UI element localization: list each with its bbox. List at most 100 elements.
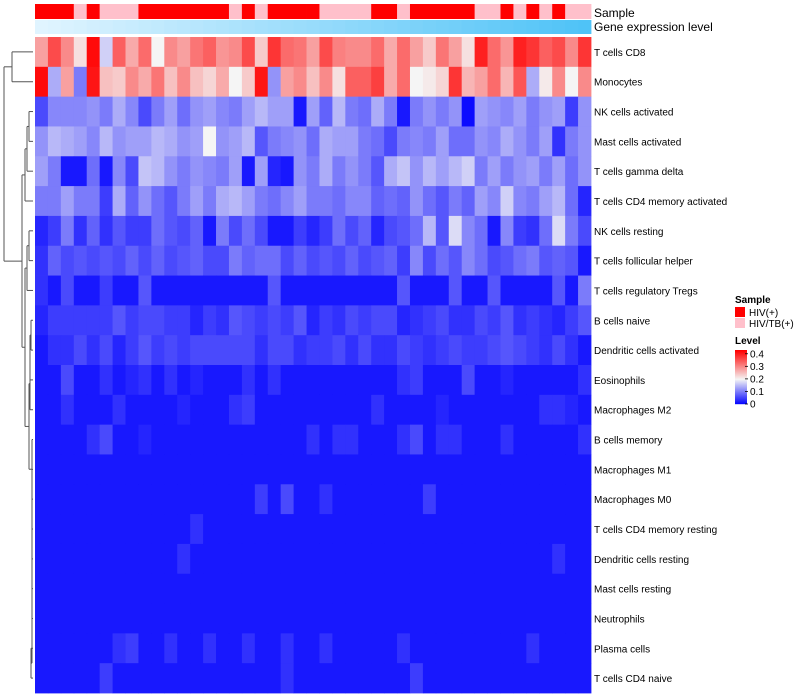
- expression-cell: [60, 20, 75, 34]
- heatmap-cell: [384, 66, 398, 98]
- heatmap-cell: [565, 66, 579, 98]
- heatmap-cell: [125, 633, 139, 664]
- heatmap-cell: [461, 514, 476, 545]
- heatmap-cell: [60, 663, 75, 694]
- heatmap-cell: [319, 514, 333, 545]
- heatmap-cell: [461, 126, 476, 157]
- heatmap-cell: [267, 186, 282, 217]
- heatmap-cell: [526, 126, 540, 157]
- heatmap-cell: [358, 663, 372, 694]
- heatmap-cell: [112, 573, 126, 604]
- heatmap-cell: [474, 543, 488, 575]
- heatmap-cell: [177, 663, 191, 694]
- heatmap-cell: [99, 424, 113, 455]
- sample-cell: [241, 4, 256, 19]
- heatmap-cell: [461, 484, 476, 515]
- heatmap-cell: [216, 156, 230, 187]
- heatmap-cell: [267, 394, 282, 426]
- heatmap-cell: [151, 245, 165, 276]
- heatmap-cell: [125, 186, 139, 217]
- heatmap-cell: [35, 454, 49, 485]
- heatmap-cell: [177, 454, 191, 485]
- colorbar-step: [735, 401, 747, 403]
- heatmap-cell: [241, 156, 256, 187]
- heatmap-cell: [319, 37, 333, 68]
- expression-cell: [319, 20, 333, 34]
- heatmap-cell: [177, 514, 191, 545]
- heatmap-cell: [73, 454, 88, 485]
- heatmap-cell: [306, 305, 320, 336]
- colorbar-step: [735, 377, 747, 379]
- row-label: T cells regulatory Tregs: [594, 286, 698, 297]
- heatmap-cell: [435, 424, 450, 455]
- heatmap-cell: [138, 245, 152, 276]
- heatmap-cell: [60, 633, 75, 664]
- heatmap-cell: [203, 96, 217, 127]
- heatmap-cell: [177, 66, 191, 98]
- heatmap-cell: [35, 37, 49, 68]
- heatmap-cell: [358, 126, 372, 157]
- sample-cell: [138, 4, 152, 19]
- heatmap-cell: [513, 66, 527, 98]
- heatmap-cell: [35, 573, 49, 604]
- heatmap-cell: [177, 543, 191, 575]
- colorbar-step: [735, 402, 747, 404]
- heatmap-cell: [319, 663, 333, 694]
- heatmap-cell: [332, 543, 346, 575]
- heatmap-cell: [409, 275, 424, 306]
- colorbar-step: [735, 357, 747, 359]
- heatmap-cell: [203, 126, 217, 157]
- sample-cell: [86, 4, 101, 19]
- heatmap-cell: [267, 543, 282, 575]
- heatmap-cell: [526, 394, 540, 426]
- heatmap-cell: [35, 663, 49, 694]
- expression-cell: [267, 20, 282, 34]
- heatmap-cell: [513, 37, 527, 68]
- heatmap-cell: [319, 305, 333, 336]
- heatmap-cell: [306, 663, 320, 694]
- heatmap-cell: [500, 215, 514, 247]
- heatmap-cell: [409, 573, 424, 604]
- expression-cell: [138, 20, 152, 34]
- colorbar-tick-label: 0.2: [750, 374, 764, 385]
- heatmap-cell: [448, 156, 463, 187]
- heatmap-cell: [552, 454, 566, 485]
- heatmap-cell: [565, 365, 579, 396]
- heatmap-cell: [552, 424, 566, 455]
- heatmap-cell: [435, 37, 450, 68]
- heatmap-cell: [35, 335, 49, 366]
- heatmap-cell: [332, 215, 346, 247]
- heatmap-cell: [151, 424, 165, 455]
- expression-cell: [112, 20, 126, 34]
- heatmap-cell: [539, 305, 553, 336]
- expression-cell: [164, 20, 178, 34]
- heatmap-cell: [539, 663, 553, 694]
- sample-cell: [435, 4, 450, 19]
- heatmap-cell: [138, 215, 152, 247]
- heatmap-cell: [241, 66, 256, 98]
- heatmap-cell: [47, 514, 62, 545]
- heatmap-cell: [216, 66, 230, 98]
- heatmap-cell: [332, 424, 346, 455]
- sample-cell: [293, 4, 307, 19]
- heatmap-cell: [241, 126, 256, 157]
- heatmap-cell: [73, 186, 88, 217]
- heatmap-cell: [99, 37, 113, 68]
- heatmap-cell: [526, 335, 540, 366]
- heatmap-cell: [345, 424, 359, 455]
- heatmap-cell: [552, 96, 566, 127]
- heatmap-cell: [539, 543, 553, 575]
- heatmap-cell: [151, 305, 165, 336]
- heatmap-cell: [397, 275, 411, 306]
- heatmap-cell: [565, 37, 579, 68]
- sample-annotation-bar: [35, 4, 592, 19]
- heatmap-cell: [73, 573, 88, 604]
- colorbar-step: [735, 389, 747, 391]
- heatmap-cell: [487, 365, 501, 396]
- heatmap-cell: [177, 275, 191, 306]
- heatmap-cell: [332, 603, 346, 634]
- expression-cell: [332, 20, 346, 34]
- heatmap-cell: [86, 394, 101, 426]
- colorbar-step: [735, 398, 747, 400]
- heatmap-cell: [306, 215, 320, 247]
